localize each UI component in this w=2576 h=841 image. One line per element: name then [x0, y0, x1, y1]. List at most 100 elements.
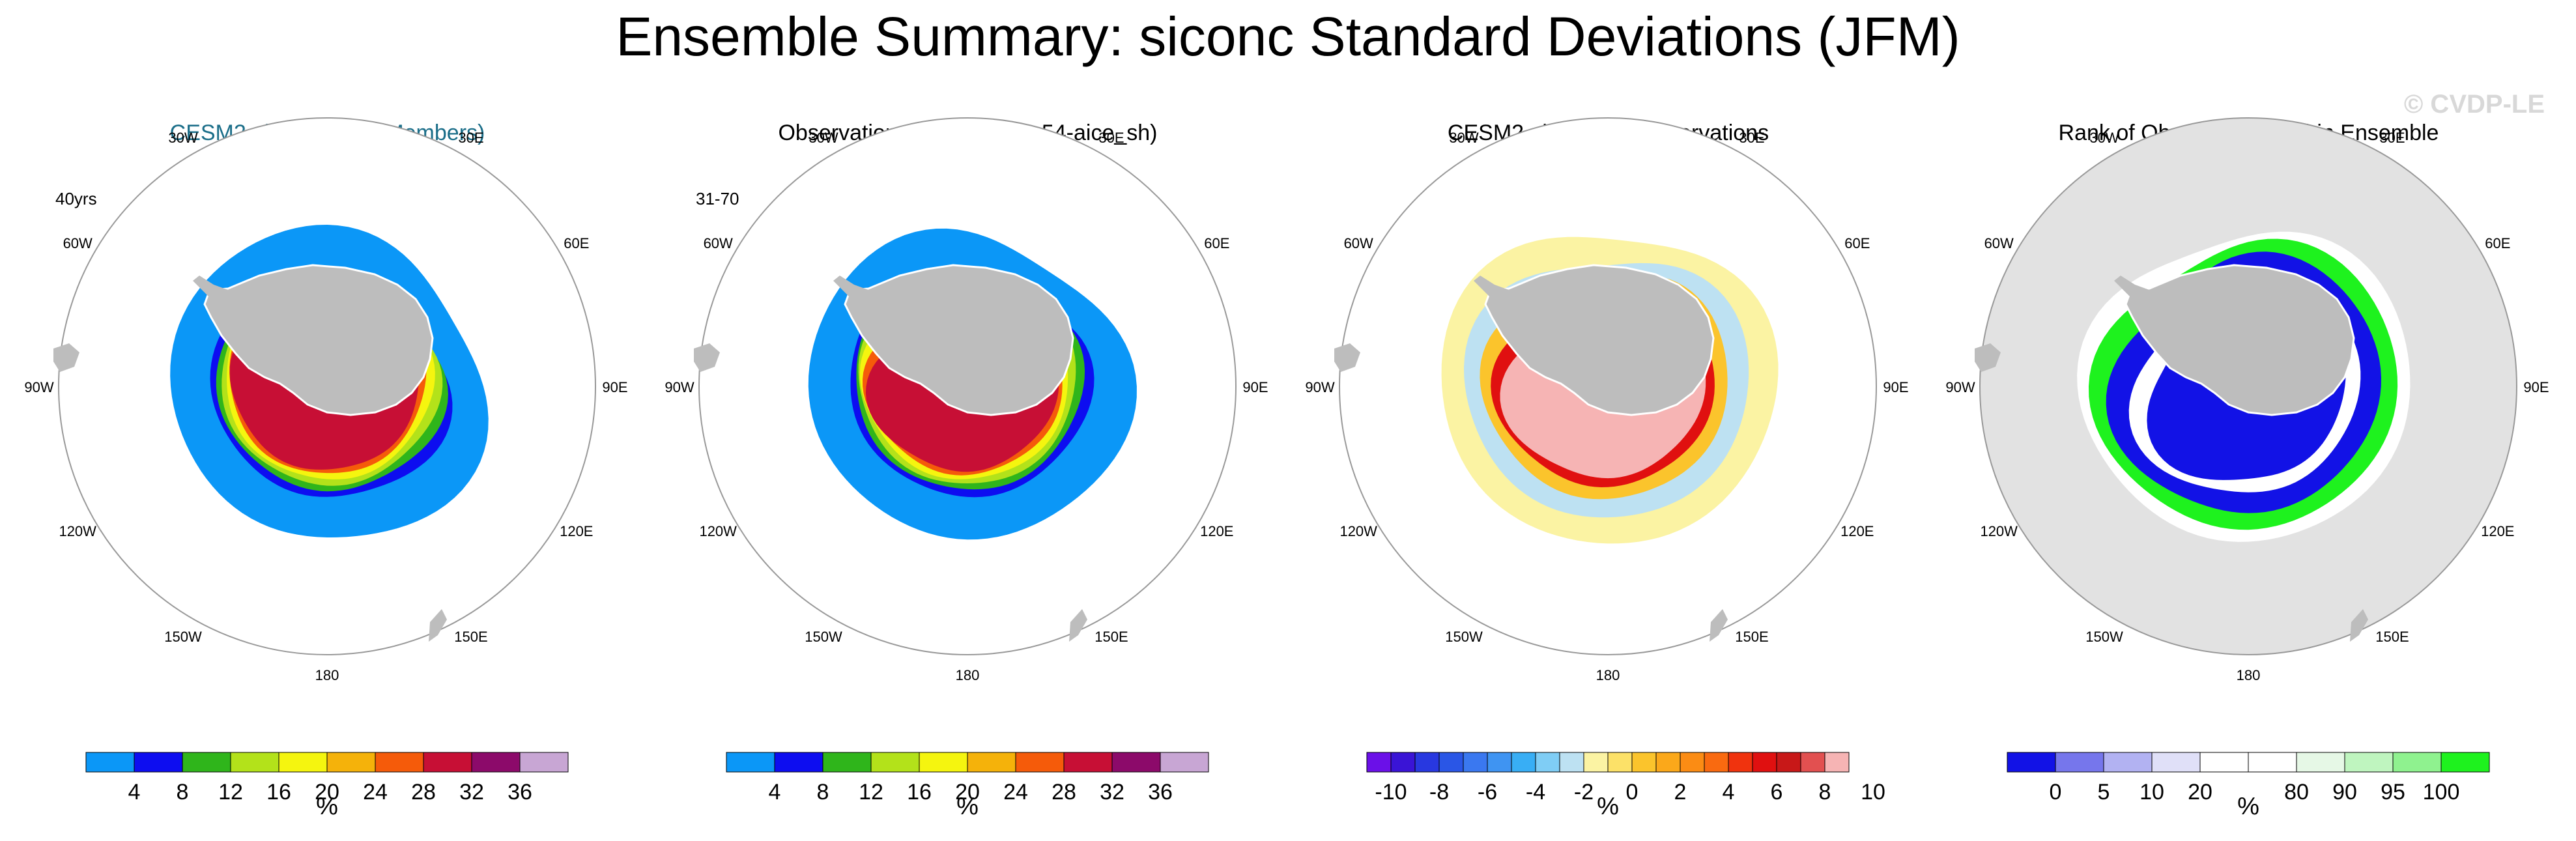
longitude-label: 60E — [2485, 235, 2510, 251]
panel-cesm2-picontrol: CESM2 piControl (79 Members) 40yrs 030E6… — [7, 114, 648, 837]
colorbar-tick-label: 2 — [1674, 780, 1687, 805]
colorbar-swatch — [1728, 752, 1753, 773]
colorbar-swatch — [423, 752, 472, 773]
antarctic-peninsula-landmass — [2114, 276, 2149, 303]
watermark: © CVDP-LE — [2403, 90, 2545, 119]
colorbar-tick-label: 8 — [1819, 780, 1831, 805]
antarctica-landmass — [2125, 264, 2355, 416]
longitude-label: 60W — [1984, 235, 2014, 251]
south-america-landmass — [694, 343, 720, 372]
longitude-label: 30E — [2379, 130, 2405, 146]
colorbar-swatch — [326, 752, 376, 773]
units-label: % — [956, 793, 979, 820]
longitude-label: 150W — [164, 629, 202, 645]
colorbar-swatch — [519, 752, 569, 773]
antarctic-peninsula-landmass — [1474, 276, 1509, 303]
colorbar-tick-label: 16 — [266, 780, 291, 805]
colorbar-tick-label: 16 — [907, 780, 932, 805]
colorbar-swatch — [1015, 752, 1065, 773]
colorbar-swatch — [278, 752, 328, 773]
colorbar-swatch — [1535, 752, 1560, 773]
colorbar-tick-label: -10 — [1375, 780, 1407, 805]
longitude-label: 150E — [1735, 629, 1768, 645]
colorbar-swatch — [2296, 752, 2345, 773]
colorbar-swatch — [2151, 752, 2201, 773]
colorbar-swatch — [1752, 752, 1777, 773]
panel-rank: Rank of Observations within Ensemble 030… — [1928, 114, 2569, 837]
colorbar-swatch — [726, 752, 775, 773]
longitude-label: 150E — [1095, 629, 1128, 645]
colorbar-swatch — [471, 752, 521, 773]
colorbar-tick-label: 12 — [218, 780, 243, 805]
longitude-label: 60E — [564, 235, 589, 251]
new-zealand-landmass — [1069, 609, 1087, 642]
longitude-label: 90W — [1945, 379, 1975, 395]
longitude-label: 120E — [1840, 523, 1874, 539]
colorbar-swatch — [2007, 752, 2056, 773]
colorbar-tick-label: 28 — [1052, 780, 1076, 805]
colorbar-tick-label: -8 — [1429, 780, 1449, 805]
colorbar-tick-label: 20 — [2188, 780, 2212, 805]
longitude-label: 150W — [1445, 629, 1483, 645]
colorbar-tick-label: 24 — [363, 780, 388, 805]
colorbar-tick-label: 12 — [859, 780, 883, 805]
antarctica-landmass — [203, 264, 434, 416]
longitude-label: 90W — [1305, 379, 1334, 395]
colorbar-swatch — [1607, 752, 1633, 773]
main-title: Ensemble Summary: siconc Standard Deviat… — [616, 6, 1960, 67]
longitude-label: 60E — [1204, 235, 1229, 251]
colorbar-tick-label: 32 — [459, 780, 484, 805]
longitude-label: 30W — [2089, 130, 2119, 146]
colorbar: -10 -8 -6 -4 -2 0 2 4 6 8 10 — [1366, 752, 1885, 805]
longitude-label: 120W — [1980, 523, 2018, 539]
colorbar-tick-label: 36 — [1148, 780, 1173, 805]
colorbar-tick-label: 100 — [2423, 780, 2460, 805]
colorbar-swatch — [870, 752, 920, 773]
longitude-label: 180 — [2237, 667, 2261, 683]
colorbar-swatch — [230, 752, 279, 773]
colorbar-swatch — [1063, 752, 1113, 773]
units-label: % — [2237, 793, 2259, 820]
colorbar-swatch — [1511, 752, 1536, 773]
longitude-label: 120E — [2481, 523, 2514, 539]
colorbar-swatch — [2103, 752, 2153, 773]
south-america-landmass — [1334, 343, 1360, 372]
colorbar-swatch — [2248, 752, 2297, 773]
panel-observations: Observations (CESM3dev-54-aice_sh) 31-70… — [647, 114, 1289, 837]
colorbar-tick-label: 20 — [955, 780, 980, 805]
colorbar-swatch — [1559, 752, 1584, 773]
colorbar-swatch — [1680, 752, 1705, 773]
colorbar-tick-label: 20 — [315, 780, 339, 805]
longitude-label: 90E — [1242, 379, 1268, 395]
colorbar-tick-label: 6 — [1771, 780, 1783, 805]
colorbar-swatch — [375, 752, 424, 773]
longitude-label: 30W — [1449, 130, 1478, 146]
longitude-label: 90W — [24, 379, 53, 395]
longitude-label: 150E — [454, 629, 487, 645]
colorbar-swatch — [1414, 752, 1440, 773]
colorbar-swatch — [1704, 752, 1729, 773]
colorbar-tick-label: 4 — [769, 780, 781, 805]
colorbar-tick-label: 80 — [2284, 780, 2309, 805]
colorbar-swatch — [1463, 752, 1488, 773]
colorbar-tick-label: 28 — [411, 780, 436, 805]
longitude-label: 120E — [1200, 523, 1233, 539]
colorbar-tick-label: 8 — [817, 780, 829, 805]
longitude-label: 30W — [168, 130, 197, 146]
colorbar-swatch — [1631, 752, 1657, 773]
colorbar-tick-label: 36 — [508, 780, 532, 805]
colorbar-swatch — [1366, 752, 1392, 773]
colorbar-swatch — [2344, 752, 2394, 773]
longitude-label: 60E — [1844, 235, 1870, 251]
colorbar-swatch — [919, 752, 968, 773]
colorbar-swatch — [1487, 752, 1512, 773]
colorbar-tick-label: 0 — [1626, 780, 1639, 805]
longitude-label: 180 — [956, 667, 980, 683]
longitude-label: 30E — [458, 130, 483, 146]
longitude-label: 30E — [1739, 130, 1764, 146]
longitude-label: 60W — [63, 235, 93, 251]
panel-difference: CESM2 piControl - Observations 030E60E90… — [1287, 114, 1929, 837]
new-zealand-landmass — [429, 609, 447, 642]
